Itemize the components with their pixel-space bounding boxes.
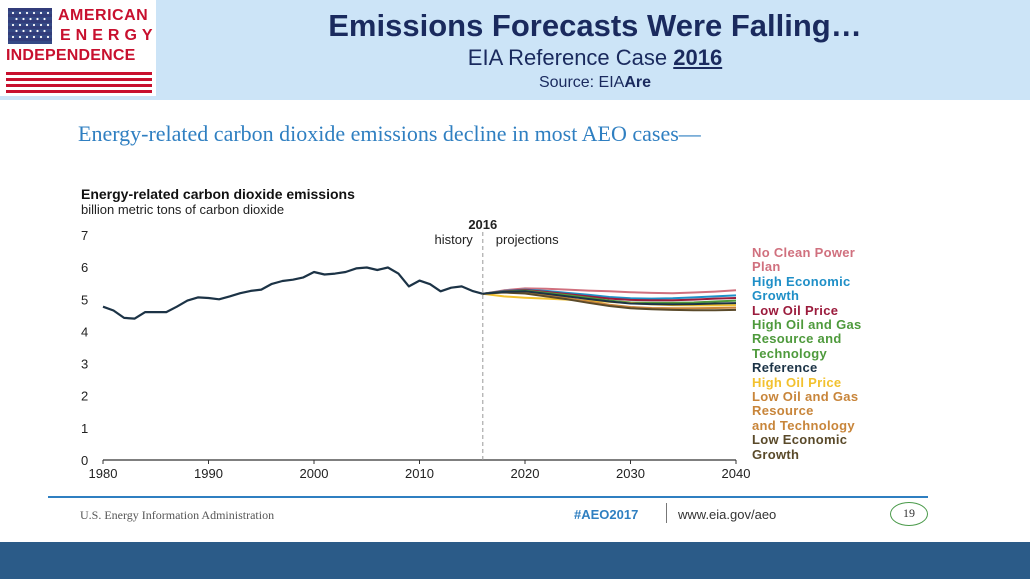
subtitle-text: EIA Reference Case — [467, 45, 674, 70]
legend-entry: Low Oil and Gas — [752, 389, 859, 405]
footer-rule — [48, 496, 928, 498]
x-tick-label: 2040 — [722, 466, 751, 481]
legend-entry: High Economic — [752, 273, 851, 289]
x-tick-label: 2000 — [300, 466, 329, 481]
legend-entry: Resource — [752, 403, 814, 419]
legend-entry: Growth — [752, 288, 800, 304]
page-number: 19 — [890, 502, 928, 526]
legend-entry: High Oil and Gas — [752, 317, 862, 333]
y-tick-label: 4 — [81, 324, 88, 339]
legend-entry: No Clean Power — [752, 245, 856, 260]
x-tick-label: 2030 — [616, 466, 645, 481]
legend-entry: Low Oil Price — [752, 302, 839, 318]
legend-entry: Technology — [752, 345, 827, 361]
series-line-no-clean-power-plan — [482, 287, 737, 295]
us-flag-icon — [8, 8, 52, 44]
legend-entry: and Technology — [752, 417, 855, 433]
subtitle-year: 2016 — [673, 45, 723, 70]
y-tick-label: 3 — [81, 357, 88, 372]
footer-separator — [666, 503, 667, 523]
footer-hashtag: #AEO2017 — [574, 507, 639, 522]
history-line — [102, 266, 484, 320]
series-line-reference — [482, 290, 737, 306]
page-title: Emissions Forecasts Were Falling… — [328, 8, 862, 43]
x-tick-label: 1980 — [89, 466, 118, 481]
chart-legend: No Clean Power Plan High Economic Growth Low… — [752, 245, 922, 462]
legend-entry: Low Economic — [752, 432, 848, 448]
logo-text-line1: AMERICAN — [58, 7, 149, 24]
legend-entry: Reference — [752, 360, 818, 376]
y-tick-label: 6 — [81, 260, 88, 275]
chart-ylabel: billion metric tons of carbon dioxide — [81, 202, 285, 217]
footer-org: U.S. Energy Information Administration — [80, 508, 275, 522]
legend-entry: Resource and — [752, 331, 842, 347]
y-tick-label: 0 — [81, 453, 88, 468]
x-tick-label: 2010 — [405, 466, 434, 481]
bottom-bar — [0, 542, 1030, 579]
series-line-low-economic-growth — [482, 291, 737, 312]
slide-heading: Energy-related carbon dioxide emissions … — [78, 121, 701, 146]
x-tick-label: 1990 — [194, 466, 223, 481]
y-tick-label: 2 — [81, 389, 88, 404]
chart-title: Energy-related carbon dioxide emissions — [81, 186, 355, 202]
source-suffix: Are — [624, 74, 652, 91]
legend-entry: Growth — [752, 446, 800, 462]
history-label: history — [435, 232, 474, 247]
legend-entry: Plan — [752, 259, 781, 275]
y-tick-label: 1 — [81, 421, 88, 436]
slide-header: AMERICAN ENERGY INDEPENDENCE Emissions F… — [0, 0, 1030, 100]
logo-text-line3: INDEPENDENCE — [6, 47, 136, 64]
source-line: Source: EIAAre — [160, 74, 1030, 92]
divider-year-label: 2016 — [468, 217, 497, 232]
logo-text-line2: ENERGY — [60, 27, 158, 44]
projections-label: projections — [496, 232, 559, 247]
logo-stripes — [6, 72, 152, 94]
x-tick-label: 2020 — [511, 466, 540, 481]
source-text: Source: EIA — [538, 74, 625, 91]
page-subtitle: EIA Reference Case 2016 — [160, 45, 1030, 71]
brand-logo: AMERICAN ENERGY INDEPENDENCE — [0, 0, 156, 96]
y-tick-label: 7 — [81, 228, 88, 243]
footer-url: www.eia.gov/aeo — [678, 507, 777, 522]
y-tick-label: 5 — [81, 292, 88, 307]
legend-entry: High Oil Price — [752, 374, 842, 390]
